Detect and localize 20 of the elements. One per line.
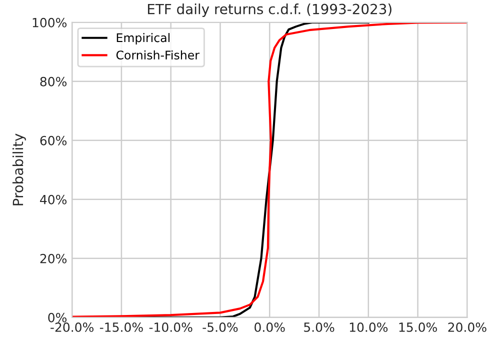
x-tick-label: 10.0% [350, 322, 388, 332]
x-tick-label: -20.0% [50, 322, 94, 332]
y-axis-title: Probability [12, 134, 26, 206]
chart-title: ETF daily returns c.d.f. (1993-2023) [148, 4, 392, 17]
x-tick-label: 20.0% [448, 322, 486, 332]
x-tick-label: 0.0% [254, 322, 285, 332]
x-tick-label: 15.0% [399, 322, 437, 332]
y-tick-label: 0% [48, 312, 67, 322]
y-tick-label: 80% [40, 76, 67, 86]
legend-label: Cornish-Fisher [116, 50, 200, 60]
legend-label: Empirical [116, 33, 170, 44]
x-tick-label: -10.0% [149, 322, 192, 332]
y-tick-label: 60% [40, 136, 67, 146]
x-tick-label: 5.0% [304, 322, 334, 332]
y-tick-label: 20% [40, 254, 67, 264]
y-tick-label: 40% [40, 194, 67, 204]
line-series [72, 22, 468, 318]
x-tick-label: -5.0% [202, 322, 238, 332]
x-tick-label: -15.0% [100, 322, 143, 332]
y-tick-label: 100% [32, 18, 67, 28]
